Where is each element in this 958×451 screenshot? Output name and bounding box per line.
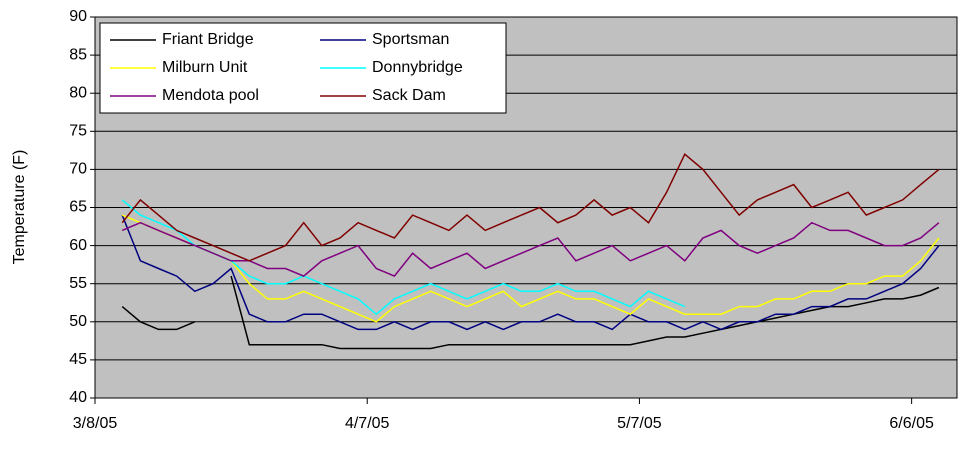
y-tick-label: 45 — [69, 351, 87, 368]
x-tick-label: 4/7/05 — [345, 415, 390, 432]
legend-box — [99, 22, 507, 114]
legend-label: Milburn Unit — [162, 59, 248, 76]
series-line — [121, 275, 940, 350]
y-tick-label: 70 — [69, 161, 87, 178]
legend-label: Sportsman — [372, 31, 449, 48]
legend-label: Sack Dam — [372, 87, 446, 104]
y-tick-label: 40 — [69, 389, 87, 406]
series-line — [121, 214, 940, 331]
y-tick-label: 55 — [69, 275, 87, 292]
series-line — [121, 153, 940, 262]
x-tick-label: 5/7/05 — [617, 415, 662, 432]
y-tick-label: 50 — [69, 313, 87, 330]
series-line — [121, 214, 940, 323]
y-tick-label: 60 — [69, 237, 87, 254]
y-tick-label: 80 — [69, 84, 87, 101]
y-tick-label: 75 — [69, 123, 87, 140]
series-line — [121, 221, 940, 278]
y-tick-label: 65 — [69, 199, 87, 216]
x-tick-label: 6/6/05 — [889, 415, 934, 432]
legend-label: Friant Bridge — [162, 31, 254, 48]
x-tick-label: 3/8/05 — [73, 415, 118, 432]
y-tick-label: 85 — [69, 46, 87, 63]
y-tick-label: 90 — [69, 8, 87, 25]
y-axis-label: Temperature (F) — [11, 150, 28, 265]
legend-label: Mendota pool — [162, 87, 259, 104]
legend-label: Donnybridge — [372, 59, 463, 76]
